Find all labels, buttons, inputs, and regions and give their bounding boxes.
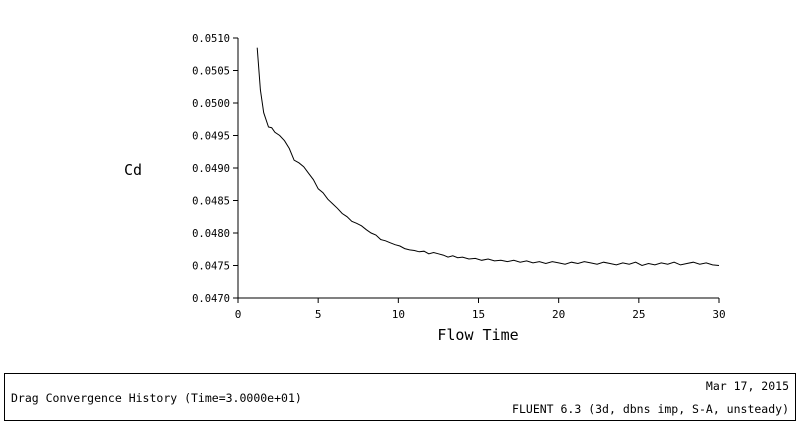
drag-convergence-chart: 0.0470 0.0475 0.0480 0.0485 0.0490 0.0495 0.05…: [124, 33, 726, 344]
x-ticks: 0 5 10 15 20 25 30: [235, 298, 726, 321]
y-axis-title: Cd: [124, 161, 142, 179]
x-tick-label: 0: [235, 308, 242, 321]
y-tick-label: 0.0495: [192, 131, 230, 143]
caption-title: Drag Convergence History (Time=3.0000e+0…: [11, 391, 302, 405]
y-tick-label: 0.0485: [192, 196, 230, 208]
y-tick-label: 0.0505: [192, 66, 230, 78]
y-tick-label: 0.0480: [192, 228, 230, 240]
y-ticks: 0.0470 0.0475 0.0480 0.0485 0.0490 0.0495 0.05…: [192, 33, 238, 305]
y-tick-label: 0.0510: [192, 33, 230, 45]
y-tick-label: 0.0475: [192, 261, 230, 273]
x-tick-label: 25: [632, 308, 645, 321]
x-tick-label: 30: [712, 308, 725, 321]
y-tick-label: 0.0500: [192, 98, 230, 110]
caption-date: Mar 17, 2015: [705, 379, 789, 393]
x-tick-label: 5: [315, 308, 322, 321]
x-axis-title: Flow Time: [437, 326, 518, 344]
y-tick-label: 0.0490: [192, 163, 230, 175]
x-tick-label: 15: [472, 308, 485, 321]
x-tick-label: 10: [392, 308, 405, 321]
y-tick-label: 0.0470: [192, 293, 230, 305]
cd-series-line: [256, 47, 720, 267]
caption-solver: FLUENT 6.3 (3d, dbns imp, S-A, unsteady): [512, 402, 789, 416]
caption-box: Drag Convergence History (Time=3.0000e+0…: [4, 373, 796, 421]
x-tick-label: 20: [552, 308, 565, 321]
